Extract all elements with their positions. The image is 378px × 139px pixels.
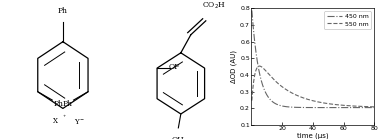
Text: X: X [53, 117, 58, 125]
450 nm [306, 107, 310, 108]
Text: Ph: Ph [62, 100, 73, 108]
450 nm [249, 10, 254, 11]
550 nm [256, 66, 260, 67]
550 nm [369, 106, 373, 108]
Text: Y$^-$: Y$^-$ [74, 117, 85, 126]
450 nm [346, 107, 350, 108]
Text: $^+$: $^+$ [62, 114, 68, 119]
550 nm [372, 106, 376, 108]
Text: Ph: Ph [53, 100, 64, 108]
Line: 450 nm: 450 nm [252, 10, 374, 108]
Text: OH: OH [172, 136, 185, 139]
Line: 550 nm: 550 nm [252, 66, 374, 107]
450 nm [309, 107, 314, 108]
450 nm [256, 65, 260, 67]
Text: CO$_2$H: CO$_2$H [203, 1, 226, 11]
550 nm [346, 105, 350, 106]
Legend: 450 nm, 550 nm: 450 nm, 550 nm [324, 11, 371, 29]
450 nm [369, 107, 373, 108]
450 nm [372, 107, 376, 108]
550 nm [257, 65, 262, 67]
550 nm [306, 99, 310, 100]
450 nm [368, 107, 373, 108]
X-axis label: time (μs): time (μs) [297, 133, 328, 139]
Text: Ph: Ph [58, 7, 68, 15]
550 nm [249, 100, 254, 101]
550 nm [369, 106, 373, 108]
Text: OF: OF [169, 63, 180, 71]
Y-axis label: ΔOD (AU): ΔOD (AU) [231, 50, 237, 83]
550 nm [309, 100, 314, 101]
